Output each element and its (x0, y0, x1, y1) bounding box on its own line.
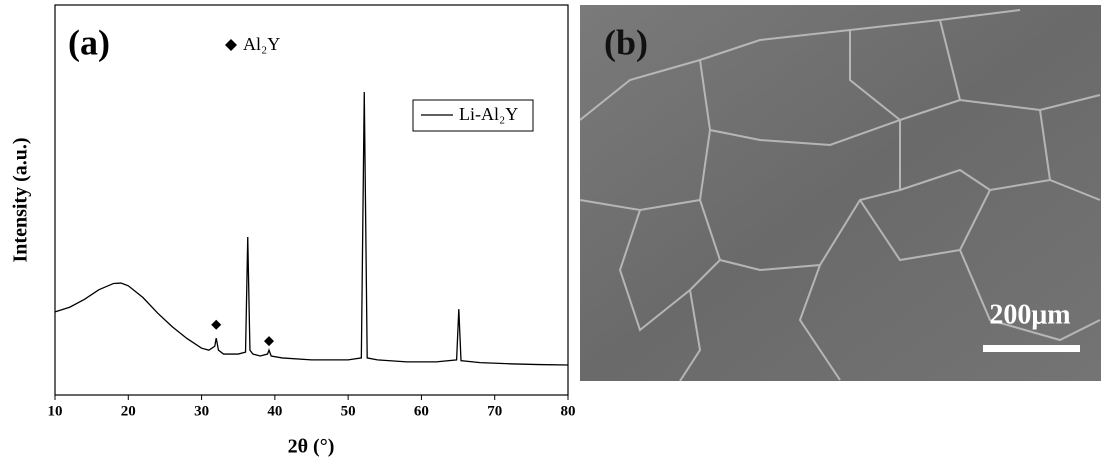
x-tick-label: 30 (194, 403, 209, 419)
legend-label: Li-Al₂Y (459, 104, 518, 124)
x-tick-label: 60 (414, 403, 429, 419)
x-tick-label: 80 (561, 403, 576, 419)
scale-bar-label: 200μm (989, 299, 1070, 330)
x-tick-label: 20 (121, 403, 136, 419)
line-series (54, 91, 569, 366)
x-axis-label: 2θ (°) (288, 436, 335, 458)
micrograph: (b) 200μm (579, 5, 1101, 382)
x-tick-label: 10 (48, 403, 63, 419)
peak-marker (263, 336, 274, 347)
x-tick-label: 70 (487, 403, 502, 419)
annotation-symbol (225, 39, 237, 51)
y-axis-label: Intensity (a.u.) (10, 137, 32, 262)
annotation: Al₂Y (243, 34, 280, 54)
x-tick-label: 50 (341, 403, 356, 419)
scale-bar (983, 345, 1080, 352)
chart-title: (a) (68, 22, 110, 62)
peak-marker (211, 319, 222, 330)
x-tick-label: 40 (267, 403, 282, 419)
plot-frame (54, 4, 569, 396)
panel-label: (b) (604, 22, 648, 62)
